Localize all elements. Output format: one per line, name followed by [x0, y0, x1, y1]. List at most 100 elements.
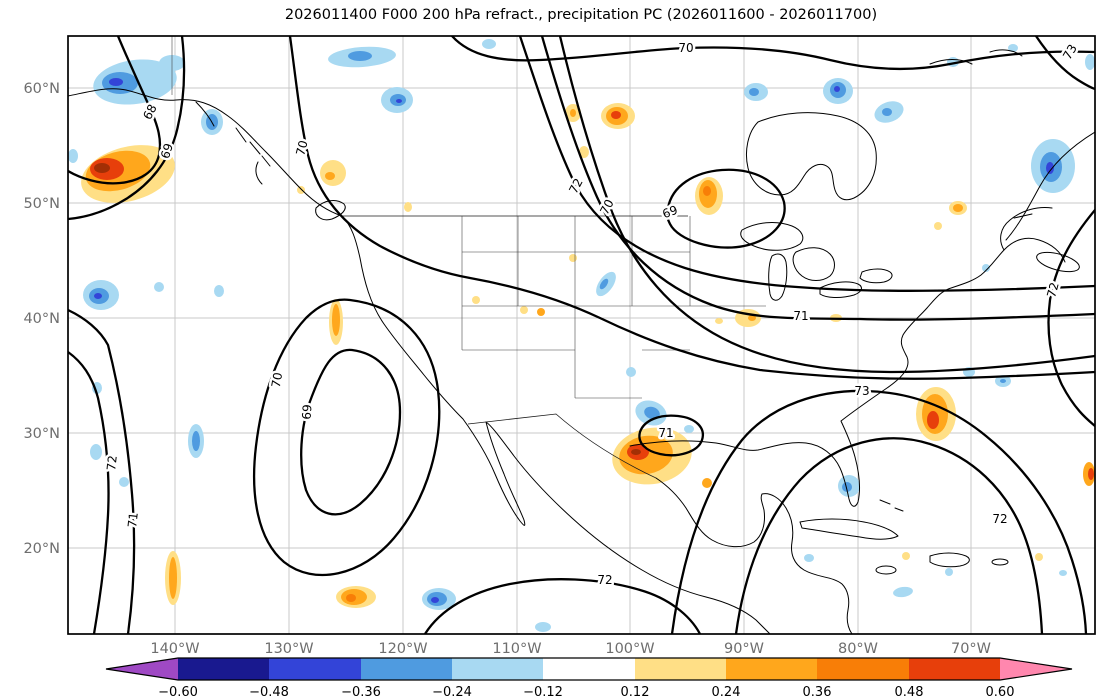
shaded-patch [325, 172, 335, 180]
shaded-patch [982, 264, 990, 272]
shaded-patch [1008, 44, 1018, 52]
shaded-patch [804, 554, 814, 562]
contour-label: 72 [566, 176, 586, 196]
y-tick-label: 50°N [23, 196, 60, 212]
y-tick-label: 40°N [23, 311, 60, 327]
contour-line [68, 308, 136, 634]
borders [171, 36, 766, 479]
contour-label: 68 [140, 102, 160, 122]
colorbar-tick-label: −0.48 [249, 685, 289, 698]
contours [68, 36, 1095, 634]
contour-line [518, 36, 1095, 292]
colorbar-segment [452, 658, 543, 680]
colorbar: −0.60 −0.48 −0.36 −0.24 −0.12 0.12 0.24 … [105, 657, 1073, 698]
coastline [255, 161, 263, 185]
colorbar-tick-label: −0.36 [341, 685, 381, 698]
contour-line [734, 437, 1044, 634]
shaded-patch [537, 308, 545, 316]
y-axis-ticks: 60°N 50°N 40°N 30°N 20°N [23, 81, 60, 557]
x-tick-label: 110°W [492, 641, 541, 657]
shaded-patch [902, 552, 910, 560]
coastline [740, 222, 804, 251]
colorbar-extend-right-arrow [1000, 658, 1072, 680]
colorbar-tick-label: 0.24 [712, 685, 741, 698]
coastline [859, 268, 893, 284]
colorbar-segment [269, 658, 361, 680]
colorbar-segment [909, 658, 1000, 680]
us-mexico-border [467, 413, 657, 479]
colorbar-segment [817, 658, 909, 680]
shaded-patch [472, 296, 480, 304]
contour-line [558, 36, 1095, 374]
shaded-patch [332, 304, 340, 336]
shaded-patch [348, 51, 372, 61]
contour-line [1034, 36, 1095, 91]
x-tick-label: 140°W [150, 641, 199, 657]
contour-line [423, 578, 702, 634]
shaded-patch [626, 367, 636, 377]
contour-line [665, 168, 786, 249]
coastline [629, 237, 1066, 507]
contour-line [540, 36, 1095, 321]
x-axis-ticks: 140°W 130°W 120°W 110°W 100°W 90°W 80°W … [150, 641, 991, 657]
shaded-patch [94, 293, 102, 299]
colorbar-segment [635, 658, 726, 680]
colorbar-tick-label: −0.60 [158, 685, 198, 698]
shaded-patch [631, 449, 641, 455]
x-tick-label: 120°W [378, 641, 427, 657]
contour-label: 72 [1044, 281, 1061, 299]
colorbar-tick-label: 0.60 [986, 685, 1015, 698]
coastline [235, 127, 271, 167]
shaded-patch [882, 108, 892, 116]
shaded-patch [535, 622, 551, 632]
contour-label: 71 [658, 426, 673, 440]
shaded-patch [715, 318, 723, 324]
contour-label: 73 [1060, 42, 1080, 62]
shaded-patch [953, 204, 963, 212]
coastline [799, 518, 899, 540]
colorbar-segment [726, 658, 817, 680]
x-tick-label: 80°W [838, 641, 878, 657]
colorbar-outline [105, 657, 1073, 681]
contour-line [670, 389, 1088, 634]
contour-label: 70 [293, 139, 310, 157]
coastline [768, 253, 788, 301]
shaded-patch [684, 425, 694, 433]
shaded-patch [749, 88, 759, 96]
shaded-patch [109, 78, 123, 86]
shaded-patch [520, 306, 528, 314]
state-borders [171, 36, 766, 399]
shaded-patch [94, 163, 110, 173]
coastline [1005, 131, 1095, 241]
shaded-patch [119, 477, 129, 487]
shaded-patch [297, 186, 305, 194]
coastline [1036, 251, 1080, 273]
shaded-patch [346, 594, 356, 602]
shaded-patch [154, 282, 164, 292]
contour-label: 72 [992, 512, 1007, 526]
contour-label: 72 [104, 455, 120, 472]
shaded-patch [1035, 553, 1043, 561]
colorbar-segment [543, 658, 635, 680]
chart-title: 2026011400 F000 200 hPa refract., precip… [285, 7, 877, 23]
contour-line [288, 36, 1095, 380]
colorbar-extend-left-arrow [106, 658, 178, 680]
x-tick-label: 130°W [264, 641, 313, 657]
shaded-patch [703, 186, 711, 196]
coastline [1013, 213, 1033, 219]
shaded-patch [214, 285, 224, 297]
shaded-patch [834, 86, 840, 92]
contour-label: 70 [678, 41, 693, 55]
contour-line [253, 298, 441, 577]
contour-line [68, 350, 110, 634]
plot-frame [67, 35, 1096, 635]
colorbar-tick-label: −0.12 [523, 685, 563, 698]
shaded-patch [1000, 379, 1006, 383]
shaded-patch [169, 557, 177, 599]
shaded-patch [842, 482, 852, 492]
contour-label: 69 [660, 203, 679, 221]
shaded-patch [702, 478, 712, 488]
colorbar-segment [361, 658, 452, 680]
shaded-patch [396, 99, 402, 103]
coastline [929, 552, 970, 568]
